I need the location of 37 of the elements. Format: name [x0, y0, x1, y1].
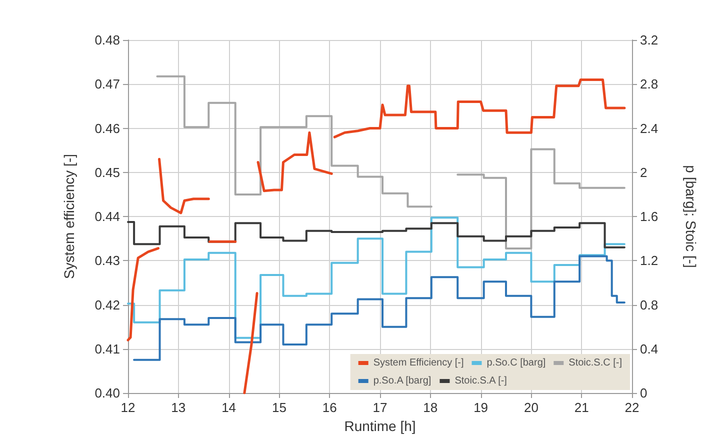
x-tick-label: 22 — [624, 400, 640, 415]
legend-label: Stoic.S.C [-] — [568, 358, 622, 368]
y2-tick-label: 0.4 — [640, 341, 658, 356]
y2-axis-title: p [barg]; Stoic [-] — [683, 165, 699, 268]
y2-tick-label: 0.8 — [640, 297, 658, 312]
x-tick-label: 16 — [322, 400, 337, 415]
x-tick-label: 20 — [524, 400, 538, 415]
y-tick-label: 0.44 — [94, 209, 120, 224]
y2-tick-label: 2 — [640, 164, 648, 180]
y-tick-label: 0.47 — [94, 76, 120, 92]
x-tick-label: 13 — [171, 400, 186, 415]
legend-label: p.So.C [barg] — [486, 358, 546, 368]
x-tick-label: 15 — [272, 400, 286, 415]
legend-label: System Efficiency [-] — [373, 358, 464, 368]
x-tick-label: 14 — [222, 400, 236, 415]
y2-tick-label: 2.4 — [640, 120, 658, 136]
y2-tick-label: 1.2 — [640, 253, 658, 268]
x-tick-label: 18 — [423, 400, 438, 415]
y2-tick-label: 2.8 — [640, 76, 658, 92]
y-tick-label: 0.42 — [94, 297, 120, 312]
legend-label: p.So.A [barg] — [373, 376, 432, 386]
x-tick-label: 12 — [120, 400, 136, 415]
y-tick-label: 0.43 — [94, 253, 120, 268]
y-tick-label: 0.41 — [94, 341, 120, 356]
y2-tick-label: 1.6 — [640, 209, 658, 224]
x-tick-label: 21 — [574, 400, 589, 415]
y-tick-label: 0.40 — [94, 386, 120, 400]
x-tick-label: 17 — [372, 400, 388, 415]
y-tick-label: 0.46 — [94, 120, 120, 136]
y-axis-title: System efficiency [-] — [61, 154, 77, 280]
y2-tick-label: 0 — [640, 386, 648, 400]
y-tick-label: 0.45 — [94, 164, 120, 180]
y2-tick-label: 3.2 — [640, 32, 658, 48]
x-tick-label: 19 — [474, 400, 488, 415]
legend-label: Stoic.S.A [-] — [454, 376, 508, 386]
x-axis-title: Runtime [h] — [344, 418, 416, 434]
y-tick-label: 0.48 — [94, 32, 120, 48]
